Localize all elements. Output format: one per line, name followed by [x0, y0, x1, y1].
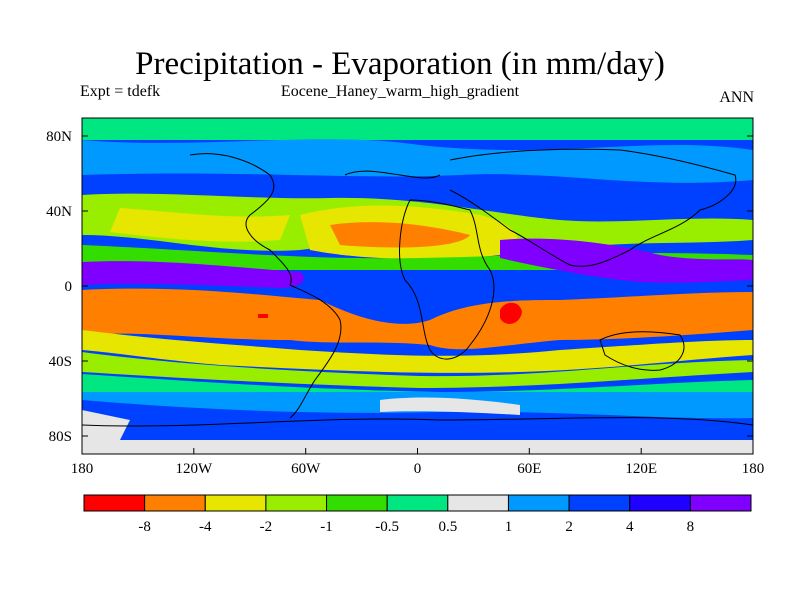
field-north-lightblue	[82, 139, 753, 183]
field-red-spot-pacific	[258, 314, 268, 318]
lon-label: 0	[414, 461, 422, 477]
field-arctic-band	[82, 118, 753, 140]
colorbar-label: 1	[505, 519, 513, 535]
colorbar-label: 4	[626, 519, 634, 535]
lat-labels: 80N 40N 0 40S 80S	[46, 129, 72, 445]
axis-ticks	[82, 135, 753, 454]
lat-label: 80S	[49, 429, 72, 445]
field-south-green	[82, 352, 753, 388]
coast-south-america	[289, 284, 342, 419]
coast-north-america	[189, 153, 292, 286]
field-antarctic-grey-2	[380, 397, 520, 415]
field-south-yellow	[82, 330, 753, 373]
lon-label: 60E	[517, 461, 541, 477]
experiment-name: Eocene_Haney_warm_high_gradient	[280, 83, 520, 100]
colorbar-swatch	[568, 494, 631, 512]
coastlines	[82, 148, 753, 427]
colorbar-label: 2	[565, 519, 573, 535]
field-itcz-pacific	[82, 261, 304, 288]
colorbar-label: 0.5	[438, 519, 457, 535]
colorbar-label: 8	[687, 519, 695, 535]
field-antarctic-band	[82, 440, 753, 454]
coast-greenland	[344, 170, 441, 179]
field-southern-blue	[82, 400, 753, 440]
colorbar-swatch	[83, 494, 146, 512]
colorbar-label: -2	[260, 519, 273, 535]
lon-label: 180	[742, 461, 765, 477]
colorbar-swatch	[507, 494, 570, 512]
coast-australia	[599, 331, 685, 371]
experiment-label: Expt = tdefk	[80, 83, 161, 100]
colorbar-label: -1	[320, 519, 333, 535]
colorbar-swatch	[689, 494, 752, 512]
lat-label: 80N	[46, 129, 72, 145]
plot-title: Precipitation - Evaporation (in mm/day)	[135, 46, 665, 82]
colorbar-swatch	[447, 494, 509, 512]
lon-label: 120E	[625, 461, 657, 477]
colorbar-label: -4	[199, 519, 212, 535]
colorbar-label: -0.5	[375, 519, 399, 535]
season-label: ANN	[719, 89, 754, 106]
colorbar-swatch	[204, 494, 267, 512]
lon-label: 120W	[175, 461, 213, 477]
lon-label: 180	[71, 461, 94, 477]
field-south-teal	[82, 374, 753, 392]
colorbar-swatch	[629, 494, 691, 512]
coast-africa	[399, 199, 495, 360]
colorbar-label: -8	[138, 519, 151, 535]
lon-labels: 180 120W 60W 0 60E 120E 180	[71, 461, 765, 477]
colorbar-swatch	[326, 494, 388, 512]
colorbar-swatch	[265, 494, 328, 512]
coast-antarctica	[82, 417, 753, 427]
field-sahara-orange	[330, 222, 470, 248]
field-monsoon-asia	[500, 238, 753, 283]
field-antarctic-grey-1	[82, 410, 130, 440]
colorbar	[83, 494, 752, 512]
lat-label: 0	[65, 279, 73, 295]
colorbar-swatch	[144, 494, 206, 512]
field-north-pacific-yellow	[110, 208, 290, 242]
colorbar-swatch	[386, 494, 449, 512]
field-south-orange	[82, 288, 753, 350]
lon-label: 60W	[291, 461, 321, 477]
lat-label: 40S	[49, 354, 72, 370]
field-red-spot	[500, 302, 522, 324]
lat-label: 40N	[46, 204, 72, 220]
colorbar-labels: -8 -4 -2 -1 -0.5 0.5 1 2 4 8	[138, 519, 694, 535]
coast-eurasia	[449, 148, 737, 267]
precip-field	[82, 118, 753, 454]
